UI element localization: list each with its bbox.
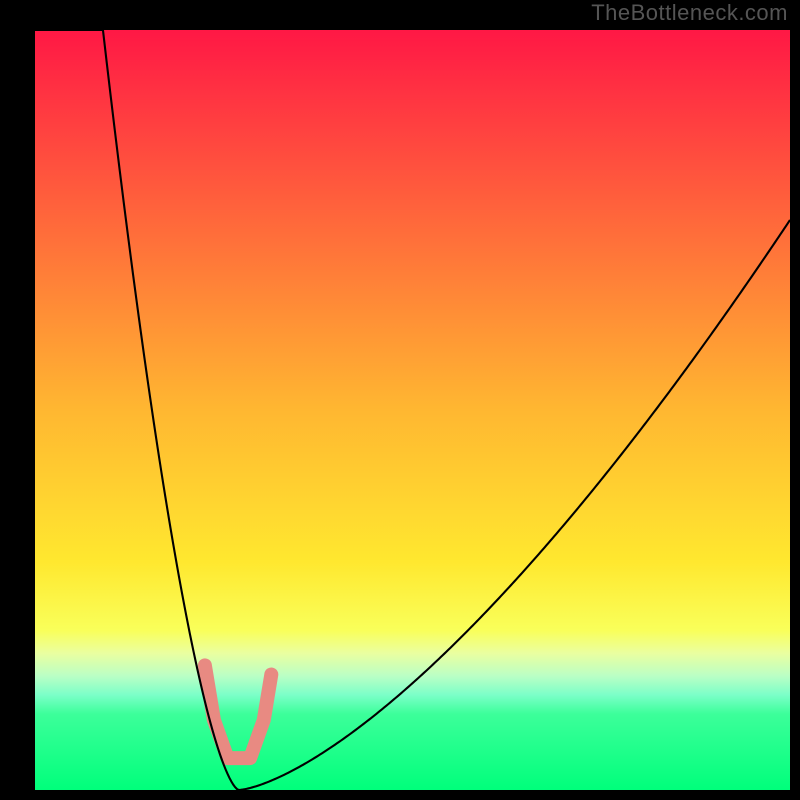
chart-plot-area bbox=[35, 30, 790, 790]
watermark-text: TheBottleneck.com bbox=[591, 0, 788, 26]
